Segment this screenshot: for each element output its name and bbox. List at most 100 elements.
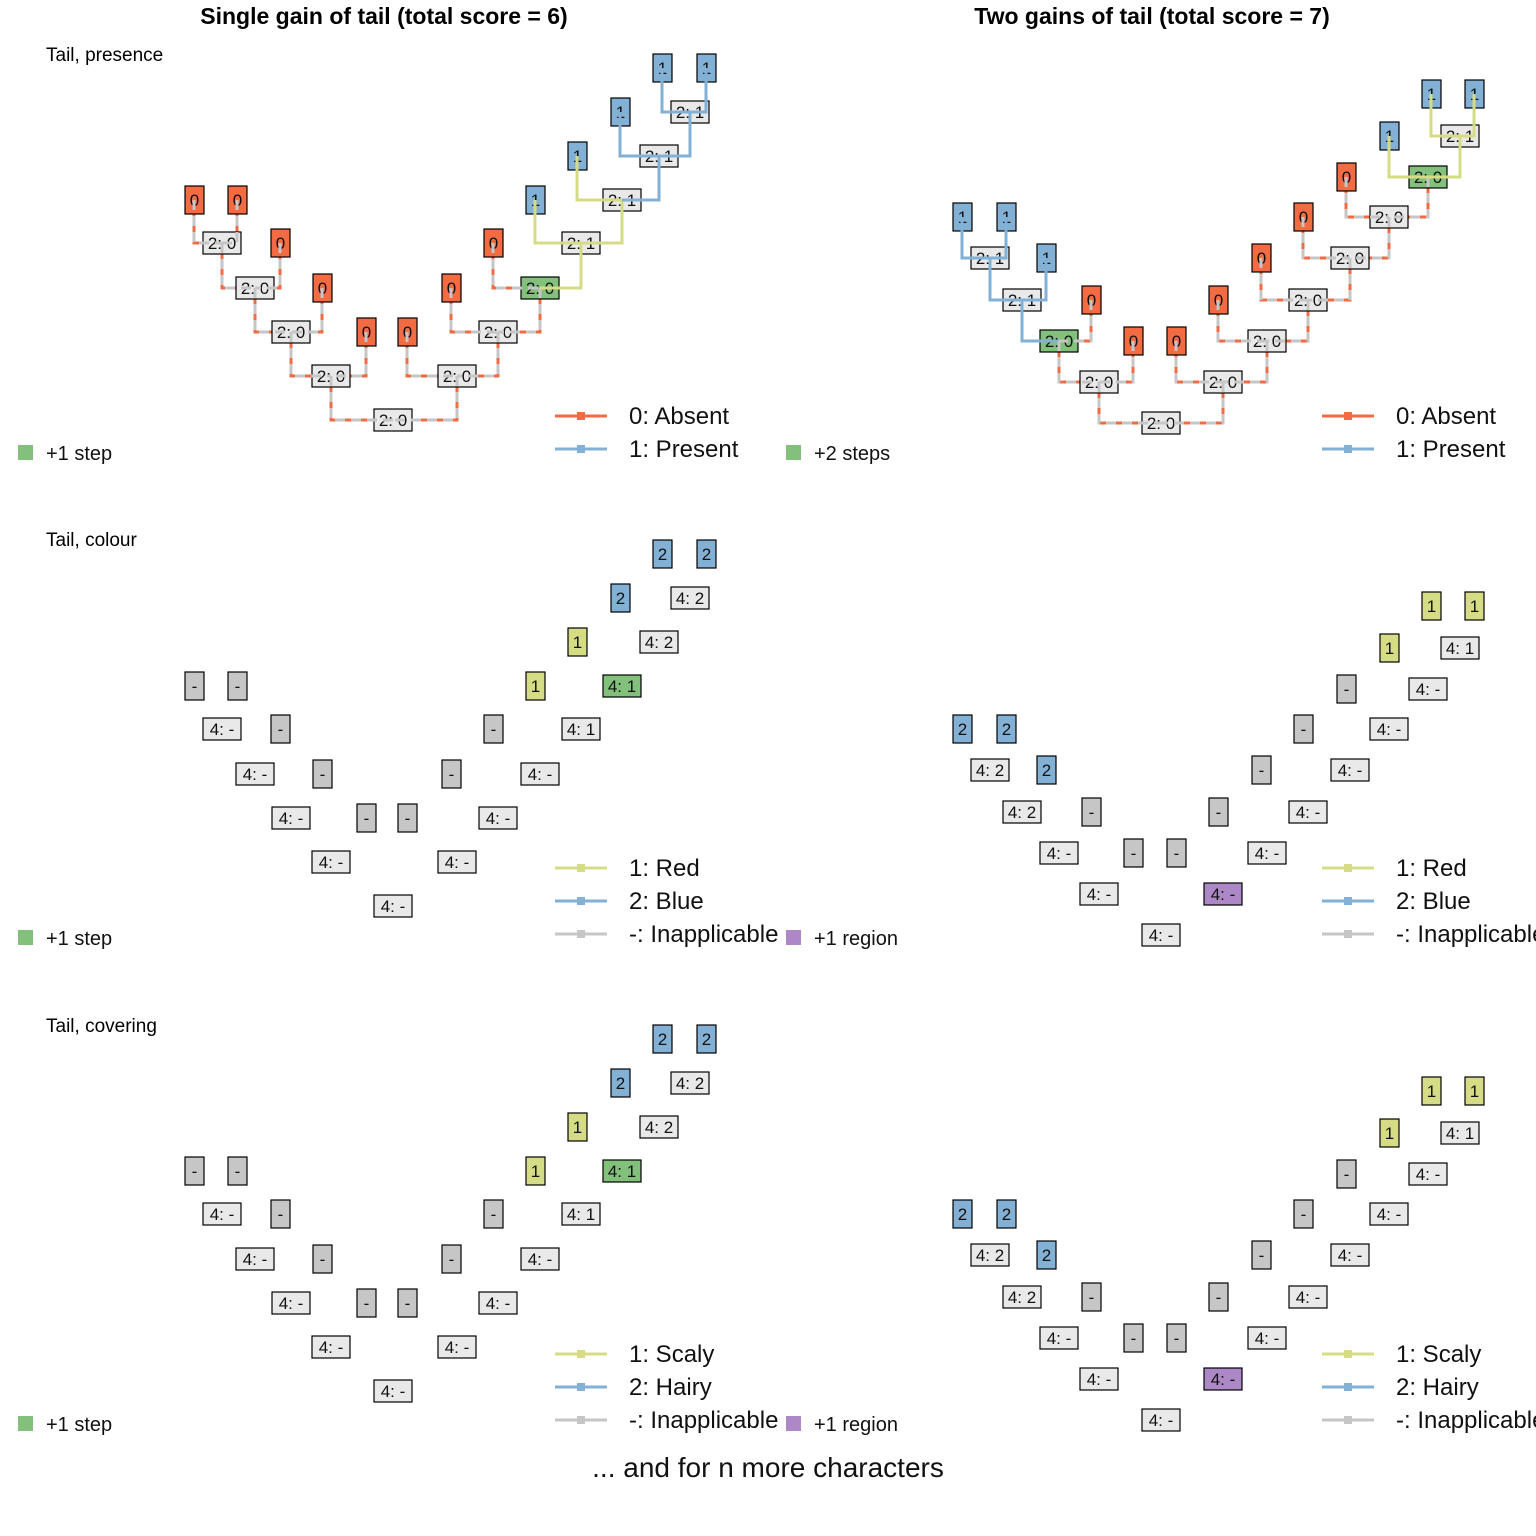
tip-node: 2	[996, 1199, 1017, 1229]
tree-branch	[289, 332, 331, 378]
tip-label: -	[1174, 1329, 1180, 1348]
tip-label: -	[1131, 1329, 1137, 1348]
internal-node: 4: -	[311, 1335, 351, 1359]
internal-node: 4: -	[437, 1335, 477, 1359]
internal-node: 4: 1	[602, 1159, 642, 1183]
node-label: 4: -	[243, 765, 268, 784]
node-label: 4: 2	[645, 633, 673, 652]
tip-node: -	[1123, 838, 1144, 868]
tip-node: -	[1336, 674, 1357, 704]
tip-label: -	[1344, 1165, 1350, 1184]
internal-node: 4: 2	[970, 1243, 1010, 1267]
tree-branch	[1350, 217, 1391, 260]
score-note: +1 step	[18, 443, 112, 465]
internal-node: 4: -	[1288, 1285, 1328, 1309]
internal-node: 4: -	[235, 762, 275, 786]
legend: 0: Absent 1: Present	[555, 403, 739, 463]
tip-node: 2	[1036, 755, 1057, 785]
internal-node: 4: -	[1369, 717, 1409, 741]
legend-label: 2: Hairy	[1396, 1374, 1479, 1401]
tip-label: 2	[658, 1030, 667, 1049]
internal-node: 4: -	[1039, 1326, 1079, 1350]
node-label: 4: -	[243, 1250, 268, 1269]
note-label: +1 step	[46, 443, 112, 465]
tip-node: -	[441, 759, 462, 789]
internal-node: 4: -	[1079, 882, 1119, 906]
tip-label: -	[491, 1205, 497, 1224]
legend: 1: Red 2: Blue -: Inapplicable	[555, 855, 778, 948]
tip-node: -	[1208, 797, 1229, 827]
legend-label: 0: Absent	[1396, 403, 1496, 430]
note-swatch	[18, 445, 33, 460]
tree-branch	[1099, 341, 1135, 384]
internal-node: 4: 2	[670, 586, 710, 610]
internal-node: 4: -	[235, 1247, 275, 1271]
internal-node: 4: -	[520, 1247, 560, 1271]
row-label-presence: Tail, presence	[46, 45, 163, 66]
tree-branch	[1460, 94, 1476, 138]
score-note: +1 step	[18, 928, 112, 950]
tip-label: -	[192, 677, 198, 696]
internal-node: 4: -	[373, 1379, 413, 1403]
tree-branch	[1174, 341, 1223, 384]
internal-node: 2: 0	[202, 231, 242, 255]
node-label: 4: -	[528, 1250, 553, 1269]
node-label: 4: -	[1255, 1329, 1280, 1348]
tip-node: 2	[952, 714, 973, 744]
tip-node: -	[1081, 1282, 1102, 1312]
node-label: 4: 2	[976, 1246, 1004, 1265]
tip-node: 1	[1421, 591, 1442, 621]
tip-node: 2	[952, 1199, 973, 1229]
tree-branch	[690, 68, 708, 114]
column-title-single-gain: Single gain of tail (total score = 6)	[200, 3, 567, 29]
internal-node: 4: 1	[602, 674, 642, 698]
tree-branch	[540, 243, 583, 290]
internal-node: 4: -	[1288, 800, 1328, 824]
internal-node: 4: -	[1247, 841, 1287, 865]
tip-label: -	[1259, 1246, 1265, 1265]
tip-node: -	[1166, 838, 1187, 868]
tree-branch	[1344, 177, 1389, 219]
internal-node: 4: 1	[561, 1202, 601, 1226]
tree-branch	[581, 200, 624, 245]
legend: 1: Scaly 2: Hairy -: Inapplicable	[1322, 1341, 1536, 1434]
tip-label: 2	[616, 589, 625, 608]
tip-label: -	[278, 1205, 284, 1224]
tree-branch	[1267, 300, 1310, 343]
node-label: 4: -	[1416, 680, 1441, 699]
note-swatch	[786, 930, 801, 945]
internal-node: 4: 2	[639, 630, 679, 654]
tree-branch	[222, 200, 239, 245]
tip-label: 1	[573, 633, 582, 652]
tip-label: -	[1216, 1288, 1222, 1307]
tip-node: 2	[610, 583, 631, 613]
node-label: 4: 2	[676, 589, 704, 608]
node-label: 4: -	[1296, 803, 1321, 822]
node-label: 4: -	[319, 1338, 344, 1357]
tip-label: -	[1089, 1288, 1095, 1307]
internal-node: 4: 1	[1440, 636, 1480, 660]
tip-node: -	[312, 759, 333, 789]
node-label: 4: -	[486, 809, 511, 828]
legend-label: -: Inapplicable	[1396, 921, 1536, 948]
tree-branch	[1022, 258, 1048, 302]
note-swatch	[18, 930, 33, 945]
node-label: 4: 1	[608, 677, 636, 696]
tree-branch	[220, 243, 255, 290]
internal-node: 4: 2	[670, 1071, 710, 1095]
tip-label: 1	[1427, 1082, 1436, 1101]
tree-branch	[660, 68, 690, 114]
tip-label: 1	[531, 1162, 540, 1181]
tip-label: -	[1301, 720, 1307, 739]
internal-node: 4: -	[1141, 923, 1181, 947]
internal-node: 4: -	[1141, 1408, 1181, 1432]
tip-node: -	[1166, 1323, 1187, 1353]
node-label: 4: -	[1416, 1165, 1441, 1184]
tip-label: -	[320, 1250, 326, 1269]
internal-node: 4: -	[1408, 677, 1448, 701]
tip-node: 1	[1464, 1076, 1485, 1106]
tree-panel-r2-p1: 2 2 2 - - - - - - - 1 1 1 4: 2 4: 2 4: - 4: - 4: - 4: - 4: …	[786, 94, 1536, 1436]
internal-node: 4: 2	[1002, 1285, 1042, 1309]
